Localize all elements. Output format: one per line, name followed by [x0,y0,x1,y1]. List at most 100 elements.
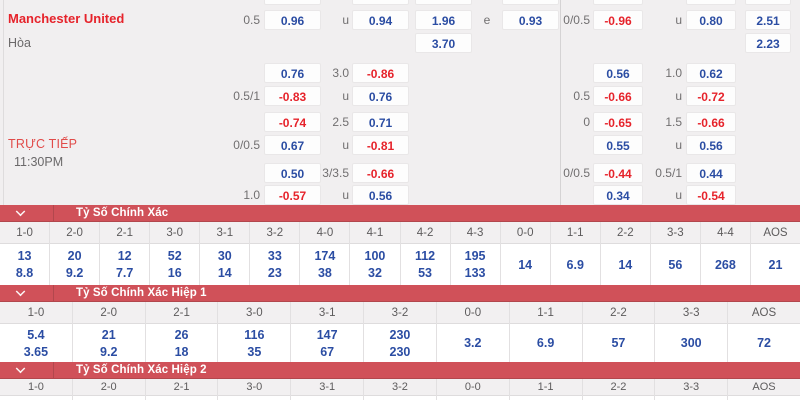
odds-value[interactable]: 21 [768,257,783,272]
odds-cell[interactable]: -0.96 [593,10,643,30]
odds-value[interactable]: 21 [101,327,116,342]
line-label: 1.0 [665,66,682,80]
odds-cell[interactable]: 0.80 [686,10,736,30]
score-header: 1-1 [550,222,600,244]
odds-value[interactable]: 16 [167,266,182,280]
odds-value[interactable]: 18 [174,344,189,359]
odds-value[interactable]: 67 [320,344,335,359]
section-header-bar[interactable]: Tỷ Số Chính Xác [0,205,800,222]
home-team-name[interactable]: Manchester United [8,11,125,26]
odds-value[interactable]: 133 [464,266,486,280]
odds-value[interactable]: 174 [314,249,336,263]
score-odds: 6.9 [509,324,582,362]
score-column: 1-1 6.9 [509,302,583,362]
odds-cell[interactable]: -0.74 [264,112,321,132]
score-header: 2-0 [72,379,145,396]
line-label: u [342,138,349,152]
odds-cell[interactable]: -0.57 [264,185,321,205]
odds-cell[interactable]: 0.96 [264,10,321,30]
odds-cell[interactable]: 0.34 [593,185,643,205]
odds-cell[interactable]: 0.56 [593,63,643,83]
odds-cell[interactable]: 1.96 [415,10,472,30]
odds-cell[interactable]: 0.62 [686,63,736,83]
odds-value[interactable]: 57 [611,336,626,350]
collapse-toggle[interactable] [0,205,54,221]
odds-value[interactable]: 23 [267,266,282,280]
odds-cell[interactable]: 3.70 [415,33,472,53]
odds-value[interactable]: 52 [167,249,182,263]
score-header: 4-0 [300,222,350,244]
odds-value[interactable]: 38 [317,266,332,280]
odds-value[interactable]: 195 [464,249,486,263]
odds-cell[interactable]: 2.51 [745,10,791,30]
odds-value[interactable]: 6.9 [566,257,584,272]
odds-cell[interactable]: -0.66 [593,86,643,106]
odds-value[interactable]: 14 [217,266,232,280]
odds-cell[interactable]: 0.55 [593,135,643,155]
odds-value[interactable]: 9.2 [100,344,118,359]
odds-value[interactable]: 13 [17,249,32,263]
odds-value[interactable]: 9.2 [65,266,84,280]
odds-cell[interactable]: -0.81 [352,135,409,155]
section-header-bar[interactable]: Tỷ Số Chính Xác Hiệp 1 [0,285,800,302]
odds-value[interactable]: 268 [714,257,736,272]
odds-cell[interactable]: 0.76 [264,63,321,83]
odds-cell[interactable]: 0.56 [686,135,736,155]
odds-value[interactable]: 5.4 [27,327,45,342]
odds-value[interactable]: 300 [680,336,702,350]
odds-cell[interactable]: 0.93 [502,10,559,30]
score-header: 3-0 [218,302,291,324]
odds-value[interactable]: 8.8 [15,266,34,280]
score-odds: 56 [650,244,700,285]
odds-cell[interactable]: -0.86 [352,63,409,83]
odds-value[interactable]: 147 [316,327,338,342]
odds-value[interactable]: 14 [518,257,533,272]
odds-value[interactable]: 116 [244,327,265,342]
odds-cell[interactable]: 0.56 [352,185,409,205]
odds-value[interactable]: 3.65 [23,344,49,359]
odds-cell-partial [502,0,559,5]
odds-cell[interactable]: -0.65 [593,112,643,132]
handicap-label: 0 [583,115,590,129]
odds-cell[interactable]: -0.72 [686,86,736,106]
odds-value[interactable]: 20 [67,249,82,263]
odds-cell[interactable]: -0.66 [352,163,409,183]
odds-value[interactable]: 35 [247,344,262,359]
score-column: 3-1 [291,379,365,400]
odds-cell[interactable]: -0.54 [686,185,736,205]
section-header-bar[interactable]: Tỷ Số Chính Xác Hiệp 2 [0,362,800,379]
odds-value[interactable]: 6.9 [536,336,555,350]
odds-value[interactable]: 33 [267,249,282,263]
odds-value[interactable]: 53 [418,266,432,280]
score-odds: 230 230 [364,324,436,362]
odds-cell[interactable]: 0.94 [352,10,409,30]
score-grid: 1-0 2-0 2-1 3-0 3-1 3-2 0-0 1-1 2-2 3-3 AOS [0,379,800,400]
odds-cell[interactable]: 0.44 [686,163,736,183]
odds-cell[interactable]: 0.76 [352,86,409,106]
odds-value[interactable]: 7.7 [115,266,134,280]
odds-value[interactable]: 30 [217,249,232,263]
collapse-toggle[interactable] [0,285,54,301]
odds-cell[interactable]: 0.71 [352,112,409,132]
odds-cell[interactable]: -0.44 [593,163,643,183]
odds-cell[interactable]: -0.83 [264,86,321,106]
odds-cell[interactable]: 0.50 [264,163,321,183]
odds-value[interactable]: 230 [389,344,411,359]
odds-cell[interactable]: 2.23 [745,33,791,53]
odds-value[interactable]: 112 [414,249,436,263]
score-odds: 21 [750,244,800,285]
collapse-toggle[interactable] [0,362,54,378]
odds-value[interactable]: 26 [174,327,189,342]
odds-value[interactable]: 100 [364,249,386,263]
odds-value[interactable]: 14 [618,257,633,272]
odds-value[interactable]: 3.2 [464,336,482,350]
odds-value[interactable]: 32 [368,266,382,280]
score-column: 2-0 20 9.2 [50,222,101,285]
odds-value[interactable]: 230 [389,327,411,342]
odds-value[interactable]: 56 [668,257,683,272]
odds-value[interactable]: 72 [757,336,771,350]
odds-cell[interactable]: 0.67 [264,135,321,155]
odds-cell[interactable]: -0.66 [686,112,736,132]
score-odds: 112 53 [400,244,450,285]
odds-value[interactable]: 12 [117,249,132,263]
